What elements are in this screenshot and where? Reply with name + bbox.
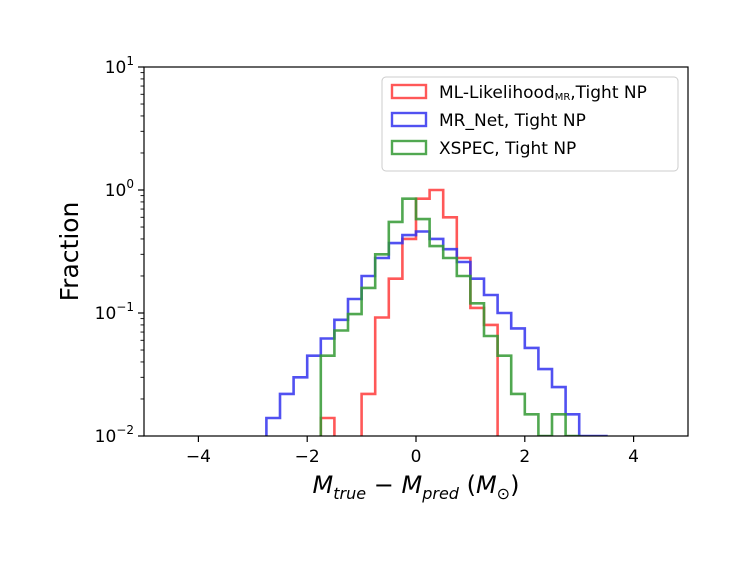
- histogram-bin-3-16: [525, 414, 539, 436]
- histogram-bin-3-14: [498, 356, 512, 436]
- x-tick-label-5: 4: [628, 447, 639, 467]
- y-tick-label-4: 101: [105, 54, 134, 78]
- x-tick-label-2: −2: [295, 447, 320, 467]
- x-tick-label-1: −4: [186, 447, 211, 467]
- histogram-bin-3-12: [470, 303, 484, 436]
- y-tick-label-2: 10−1: [95, 300, 134, 324]
- histogram-bin-3-4: [362, 288, 376, 436]
- histogram-bin-3-15: [511, 394, 525, 436]
- y-axis-title: Fraction: [55, 202, 84, 302]
- histogram-bin-3-11: [457, 276, 471, 436]
- histogram-bin-3-7: [402, 199, 416, 436]
- x-tick-label-3: 0: [411, 447, 422, 467]
- legend: ML-LikelihoodMR,Tight NP MR_Net, Tight NP…: [381, 76, 679, 172]
- histogram-series-layer: [265, 188, 608, 437]
- histogram-bin-2-4: [307, 356, 321, 436]
- legend-swatch-3: [390, 139, 428, 156]
- histogram-bin-3-2: [334, 331, 348, 437]
- histogram-bin-3-13: [484, 336, 498, 436]
- histogram-bin-2-21: [538, 369, 552, 436]
- histogram-bin-2-2: [280, 394, 294, 436]
- histogram-bin-3-10: [443, 258, 457, 436]
- legend-swatch-1: [390, 83, 428, 100]
- histogram-bin-2-1: [266, 418, 280, 436]
- histogram-bin-2-23: [566, 414, 580, 436]
- histogram-bin-3-5: [375, 254, 389, 436]
- histogram-bin-3-9: [430, 246, 444, 436]
- x-axis-ticks: −4 −2 0 2 4: [186, 436, 639, 467]
- histogram-bin-3-3: [348, 314, 362, 436]
- histogram-bin-3-8: [416, 219, 430, 436]
- histogram-bin-3-6: [389, 222, 403, 436]
- y-tick-label-3: 100: [105, 177, 134, 201]
- y-axis-ticks: 10−2 10−1 100 101: [95, 54, 144, 447]
- legend-label-1: ML-LikelihoodMR,Tight NP: [439, 83, 647, 103]
- legend-label-2: MR_Net, Tight NP: [439, 111, 586, 131]
- legend-swatch-2: [390, 111, 428, 128]
- histogram-bin-3-18: [552, 414, 566, 436]
- legend-label-3: XSPEC, Tight NP: [439, 139, 576, 159]
- y-tick-label-1: 10−2: [95, 423, 134, 447]
- x-tick-label-4: 2: [519, 447, 530, 467]
- x-axis-title: Mtrue − Mpred (M⊙): [313, 471, 520, 503]
- histogram-series-3: [319, 197, 581, 436]
- histogram-bin-2-3: [294, 377, 308, 436]
- histogram-bin-3-1: [321, 356, 335, 436]
- legend-box: [381, 76, 679, 172]
